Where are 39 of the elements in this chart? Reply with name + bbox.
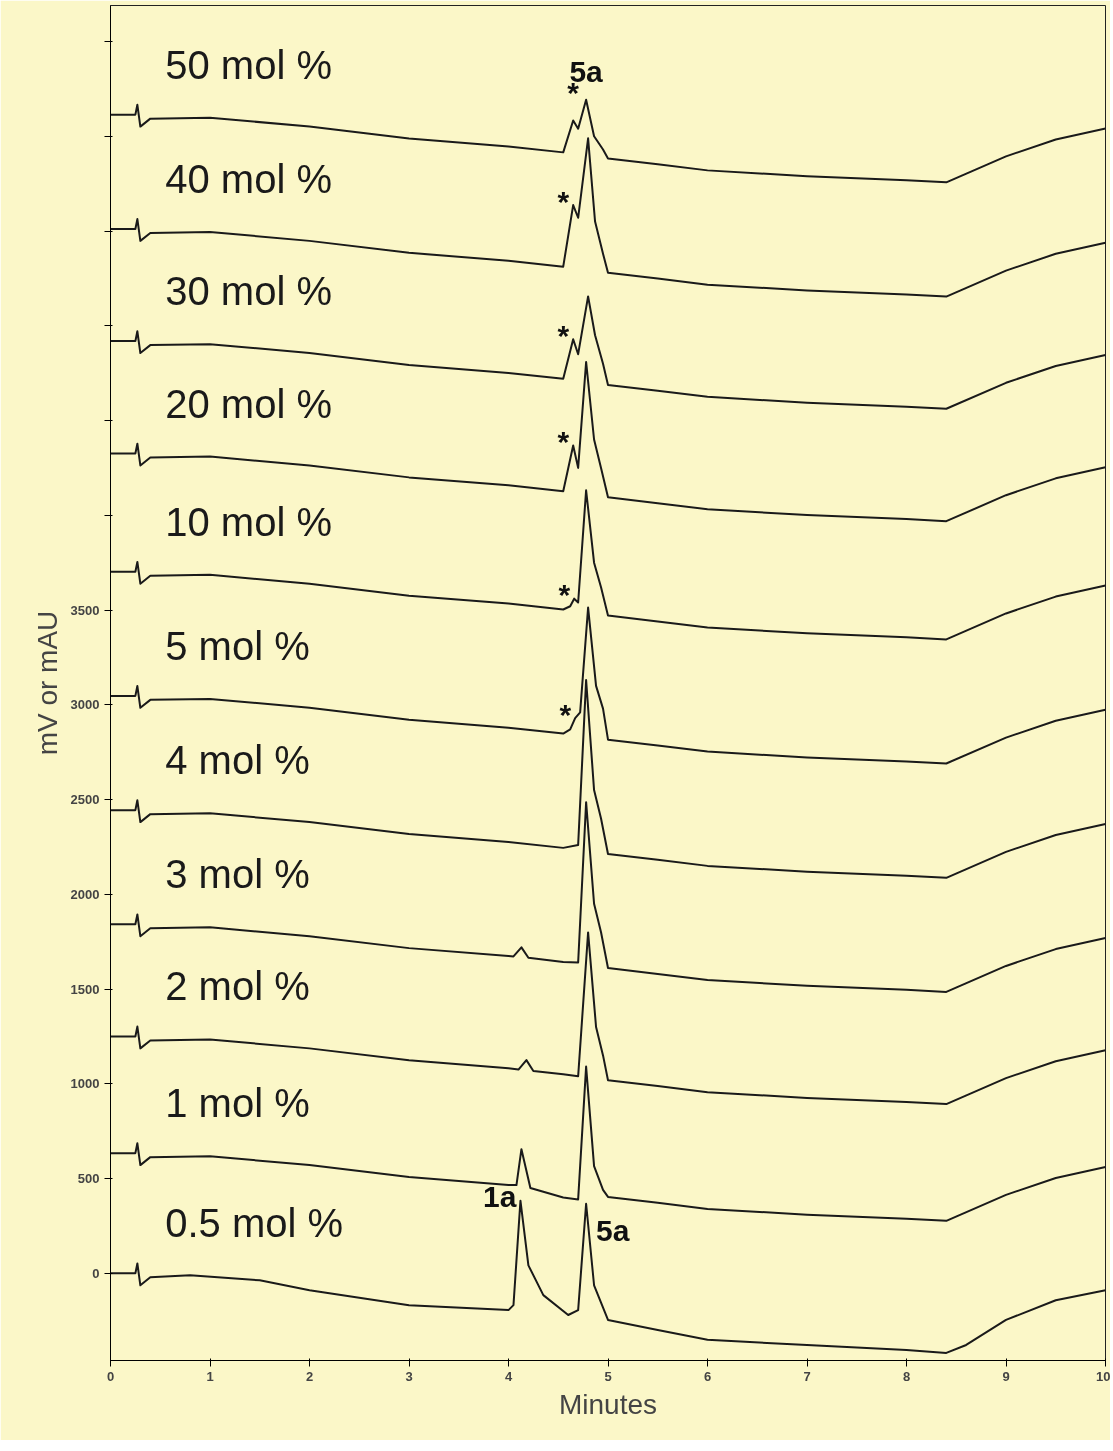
y-tick-label: 1000: [70, 1076, 100, 1092]
annotation: *: [559, 697, 572, 731]
y-tick-label: 2500: [70, 792, 100, 808]
y-axis-title: mV or mAU: [31, 610, 63, 756]
series-label: 20 mol %: [165, 381, 332, 426]
x-tick-label: 7: [803, 1368, 811, 1384]
annotation: 1a: [483, 1180, 517, 1214]
y-tick-label: 3000: [70, 697, 100, 713]
series-label: 3 mol %: [165, 852, 310, 897]
x-tick-label: 2: [305, 1368, 314, 1384]
series-label: 50 mol %: [165, 42, 332, 87]
series-label: 5 mol %: [165, 623, 310, 668]
series-label: 30 mol %: [165, 269, 332, 314]
y-tick-label: 1500: [70, 981, 100, 997]
annotation: 5a: [596, 1213, 630, 1247]
x-axis-title: Minutes: [558, 1388, 658, 1420]
annotation: *: [558, 578, 571, 612]
annotation: *: [557, 318, 570, 352]
y-tick-label: 0: [92, 1265, 100, 1281]
x-tick-label: 10: [1096, 1368, 1111, 1384]
series-label: 40 mol %: [165, 156, 332, 201]
series-label: 4 mol %: [165, 738, 310, 783]
y-tick-label: 3500: [70, 602, 100, 618]
x-tick-label: 5: [604, 1368, 612, 1384]
x-tick-label: 3: [405, 1368, 413, 1384]
annotation: *: [557, 184, 570, 218]
x-tick-label: 4: [504, 1368, 513, 1384]
x-tick-label: 1: [206, 1368, 214, 1384]
series-label: 1 mol %: [165, 1081, 310, 1126]
series-label: 0.5 mol %: [165, 1201, 344, 1246]
x-tick-label: 9: [1002, 1368, 1010, 1384]
series-label: 2 mol %: [165, 964, 310, 1009]
x-tick-label: 6: [703, 1368, 712, 1384]
x-tick-label: 0: [106, 1368, 115, 1384]
x-tick-label: 8: [902, 1368, 911, 1384]
y-tick-label: 2000: [70, 886, 100, 902]
series-label: 10 mol %: [165, 499, 332, 544]
annotation: *: [557, 425, 570, 459]
y-tick-label: 500: [77, 1171, 100, 1187]
